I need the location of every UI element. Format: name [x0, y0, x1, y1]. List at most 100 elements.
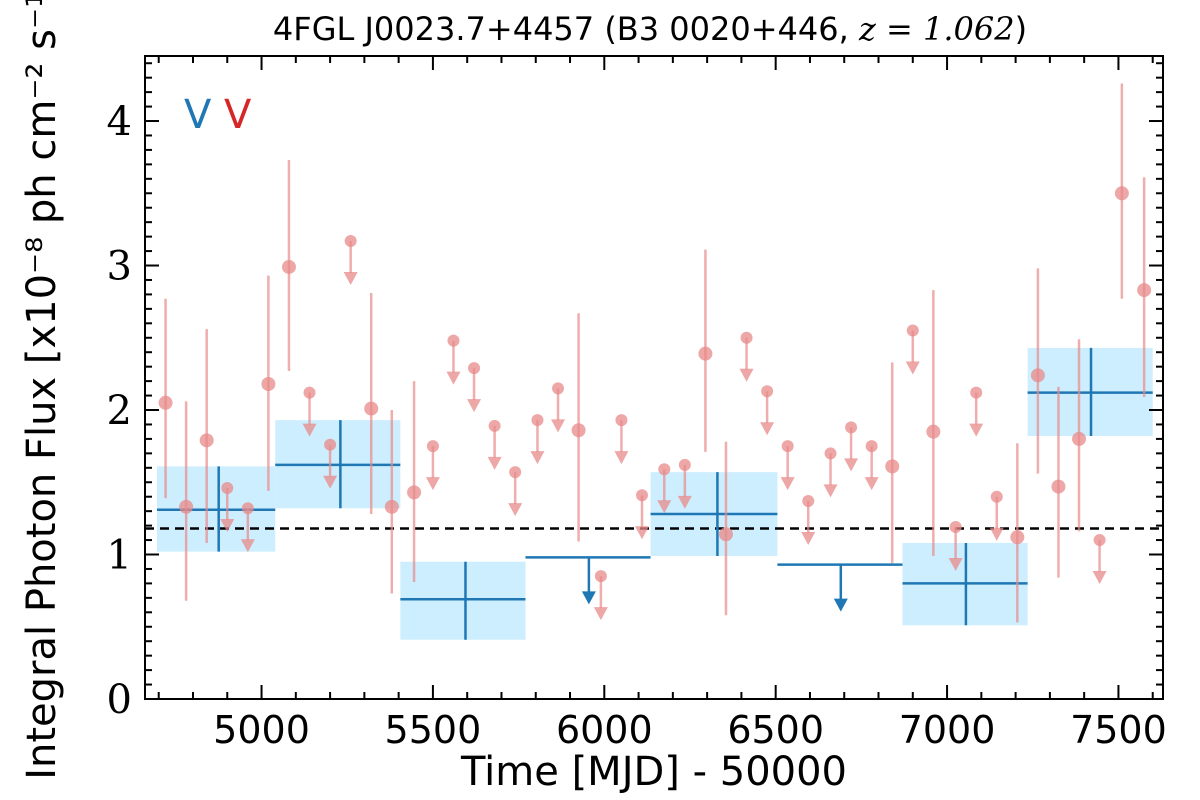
monthly-upper-limit-arrow-head: [823, 484, 838, 498]
monthly-upper-limit-marker: [552, 382, 565, 395]
monthly-upper-limit-marker: [636, 489, 649, 502]
monthly-upper-limit-arrow-head: [302, 423, 317, 437]
x-tick-label: 6000: [556, 708, 653, 752]
chart-title-redshift: z = 1.062: [858, 10, 1015, 48]
monthly-upper-limit-marker: [949, 521, 962, 534]
monthly-upper-limit-arrow-head: [614, 451, 629, 465]
x-tick-label: 7000: [899, 708, 996, 752]
monthly-point: [384, 499, 399, 514]
monthly-upper-limit-arrow-head: [844, 458, 859, 472]
chart-title: 4FGL J0023.7+4457 (B3 0020+446, z = 1.06…: [273, 10, 1027, 48]
monthly-upper-limit-marker: [615, 414, 628, 427]
monthly-upper-limit-arrow-head: [635, 526, 650, 540]
variability-flag-monthly: V: [224, 92, 252, 138]
monthly-upper-limit-marker: [824, 447, 837, 460]
monthly-upper-limit-marker: [488, 419, 501, 432]
y-axis-label: Integral Photon Flux [x10⁻⁸ ph cm⁻² s⁻¹]: [19, 0, 65, 780]
x-tick-label: 5000: [213, 708, 310, 752]
monthly-upper-limit-arrow-head: [989, 527, 1004, 541]
axis-ticks: 5000 5500 6000 6500 7000 7500 0 1 2 3 4: [107, 56, 1167, 752]
monthly-upper-limit-arrow-head: [240, 539, 255, 553]
monthly-upper-limit-marker: [1093, 534, 1106, 547]
monthly-upper-limit-arrow-head: [780, 477, 795, 491]
monthly-upper-limit-arrow-head: [969, 423, 984, 437]
monthly-upper-limit-arrow-head: [425, 477, 440, 491]
chart-title-main: 4FGL J0023.7+4457 (B3 0020+446,: [273, 10, 859, 48]
monthly-point: [364, 401, 379, 416]
monthly-point: [1030, 368, 1045, 383]
monthly-upper-limit-marker: [468, 362, 481, 375]
monthly-point: [158, 395, 173, 410]
monthly-upper-limit-arrow-head: [801, 532, 816, 546]
plot-frame: [144, 55, 1164, 700]
yearly-upper-limit-arrow-head: [581, 591, 596, 605]
monthly-upper-limit-arrow-head: [467, 399, 482, 413]
monthly-upper-limit-marker: [990, 490, 1003, 503]
monthly-upper-limit-marker: [241, 502, 254, 515]
monthly-upper-limit-marker: [594, 570, 607, 583]
monthly-point: [926, 424, 941, 439]
monthly-upper-limit-marker: [740, 331, 753, 344]
chart-marks: [145, 83, 1163, 640]
monthly-upper-limit-arrow-head: [593, 607, 608, 621]
monthly-upper-limit-marker: [658, 463, 671, 476]
monthly-point: [1010, 530, 1025, 545]
monthly-point: [261, 377, 276, 392]
monthly-point: [698, 346, 713, 361]
monthly-upper-limit-arrow-head: [760, 422, 775, 436]
x-tick-label: 6500: [727, 708, 824, 752]
monthly-point: [571, 423, 586, 438]
monthly-upper-limit-marker: [865, 440, 878, 453]
monthly-point: [407, 485, 422, 500]
monthly-upper-limit-marker: [221, 482, 234, 495]
monthly-upper-limit-arrow-head: [551, 419, 566, 433]
monthly-upper-limit-arrow-head: [446, 371, 461, 385]
monthly-upper-limit-marker: [324, 438, 337, 451]
monthly-upper-limit-arrow-head: [864, 477, 879, 491]
monthly-point: [199, 433, 214, 448]
monthly-upper-limit-marker: [970, 386, 983, 399]
monthly-point: [1072, 431, 1087, 446]
x-tick-label: 5500: [385, 708, 482, 752]
y-tick-label: 1: [107, 533, 132, 579]
monthly-point: [1114, 186, 1129, 201]
monthly-upper-limit-marker: [531, 414, 544, 427]
monthly-point: [1137, 283, 1152, 298]
monthly-upper-limit-arrow-head: [905, 361, 920, 375]
monthly-point: [885, 459, 900, 474]
yearly-upper-limit-arrow-head: [833, 598, 848, 612]
chart-title-close: ): [1015, 10, 1027, 48]
monthly-upper-limit-arrow-head: [530, 451, 545, 465]
monthly-upper-limit-arrow-head: [739, 368, 754, 382]
monthly-upper-limit-marker: [678, 458, 691, 471]
y-tick-label: 4: [107, 99, 132, 145]
monthly-point: [718, 527, 733, 542]
monthly-upper-limit-marker: [303, 386, 316, 399]
monthly-point: [179, 499, 194, 514]
monthly-upper-limit-marker: [906, 324, 919, 337]
monthly-upper-limit-arrow-head: [508, 503, 523, 517]
variability-flag-yearly: V: [184, 92, 212, 138]
monthly-point: [1051, 479, 1066, 494]
monthly-upper-limit-arrow-head: [487, 456, 502, 470]
monthly-upper-limit-marker: [781, 440, 794, 453]
monthly-upper-limit-marker: [344, 234, 357, 247]
monthly-upper-limit-marker: [845, 421, 858, 434]
monthly-upper-limit-arrow-head: [343, 271, 358, 285]
monthly-upper-limit-arrow-head: [323, 475, 338, 489]
monthly-point: [281, 259, 296, 274]
y-tick-label: 3: [107, 244, 132, 290]
monthly-upper-limit-arrow-head: [657, 500, 672, 514]
monthly-upper-limit-arrow-head: [220, 519, 235, 533]
monthly-upper-limit-arrow-head: [677, 495, 692, 509]
yearly-error-box: [400, 561, 526, 640]
monthly-upper-limit-marker: [426, 440, 439, 453]
y-tick-label: 2: [107, 388, 132, 434]
monthly-upper-limit-arrow-head: [1092, 571, 1107, 585]
y-tick-label: 0: [107, 677, 132, 723]
monthly-upper-limit-marker: [447, 334, 460, 347]
x-axis-label: Time [MJD] - 50000: [460, 749, 847, 795]
monthly-upper-limit-marker: [761, 385, 774, 398]
x-tick-label: 7500: [1070, 708, 1167, 752]
